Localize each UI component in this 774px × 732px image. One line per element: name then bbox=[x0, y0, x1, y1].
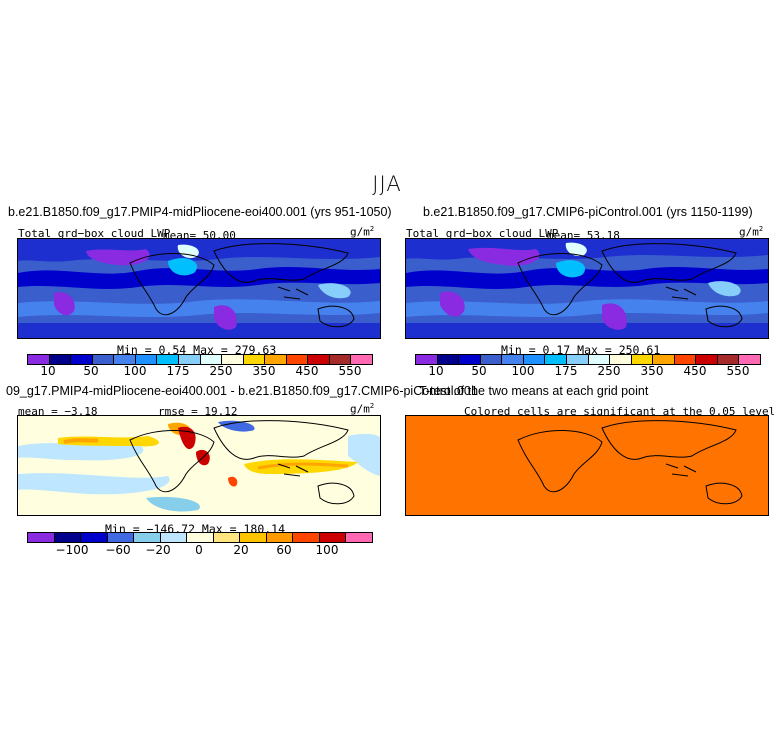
tick-label: 50 bbox=[471, 364, 487, 378]
tick-label: 350 bbox=[252, 364, 276, 378]
tick-label: 50 bbox=[83, 364, 99, 378]
bottom-left-run-title: 09_g17.PMIP4-midPliocene-eoi400.001 - b.… bbox=[6, 384, 478, 398]
tick-label: 550 bbox=[726, 364, 750, 378]
top-right-run-title: b.e21.B1850.f09_g17.CMIP6-piControl.001 … bbox=[423, 205, 753, 219]
tick-label: 10 bbox=[40, 364, 56, 378]
tick-label: 450 bbox=[295, 364, 319, 378]
bottom-right-map bbox=[405, 415, 769, 516]
tick-label: −20 bbox=[145, 543, 171, 557]
tick-label: −60 bbox=[105, 543, 131, 557]
tick-label: 60 bbox=[276, 543, 292, 557]
tick-label: 100 bbox=[123, 364, 147, 378]
top-left-map bbox=[17, 238, 381, 339]
top-right-units: g/m2 bbox=[739, 225, 764, 239]
tick-label: 175 bbox=[166, 364, 190, 378]
tick-label: 350 bbox=[640, 364, 664, 378]
top-left-minmax: Min = 0.54 Max = 279.63 bbox=[117, 343, 277, 357]
top-left-units: g/m2 bbox=[350, 225, 375, 239]
top-right-minmax: Min = 0.17 Max = 250.61 bbox=[501, 343, 661, 357]
tick-label: 550 bbox=[338, 364, 362, 378]
top-right-colorbar bbox=[415, 354, 761, 365]
top-right-map bbox=[405, 238, 769, 339]
top-left-var-title: Total grd−box cloud LWP bbox=[18, 227, 171, 240]
bottom-left-units: g/m2 bbox=[350, 402, 375, 416]
bottom-right-subtitle: Colored cells are significant at the 0.0… bbox=[464, 405, 774, 418]
bottom-left-map bbox=[17, 415, 381, 516]
top-left-colorbar bbox=[27, 354, 373, 365]
season-title: JJA bbox=[372, 172, 402, 196]
bottom-right-run-title: T-test of the two means at each grid poi… bbox=[419, 384, 649, 398]
tick-label: 20 bbox=[233, 543, 249, 557]
top-left-run-title: b.e21.B1850.f09_g17.PMIP4-midPliocene-eo… bbox=[8, 205, 392, 219]
tick-label: 0 bbox=[195, 543, 203, 557]
bottom-left-rmse: rmse = 19.12 bbox=[158, 405, 238, 418]
tick-label: 175 bbox=[554, 364, 578, 378]
tick-label: 100 bbox=[511, 364, 535, 378]
top-right-var-title: Total grd−box cloud LWP bbox=[406, 227, 559, 240]
tick-label: −100 bbox=[55, 543, 89, 557]
tick-label: 100 bbox=[315, 543, 339, 557]
bottom-left-mean: mean = −3.18 bbox=[18, 405, 98, 418]
bottom-left-colorbar bbox=[27, 532, 373, 543]
tick-label: 250 bbox=[597, 364, 621, 378]
tick-label: 10 bbox=[428, 364, 444, 378]
tick-label: 250 bbox=[209, 364, 233, 378]
tick-label: 450 bbox=[683, 364, 707, 378]
